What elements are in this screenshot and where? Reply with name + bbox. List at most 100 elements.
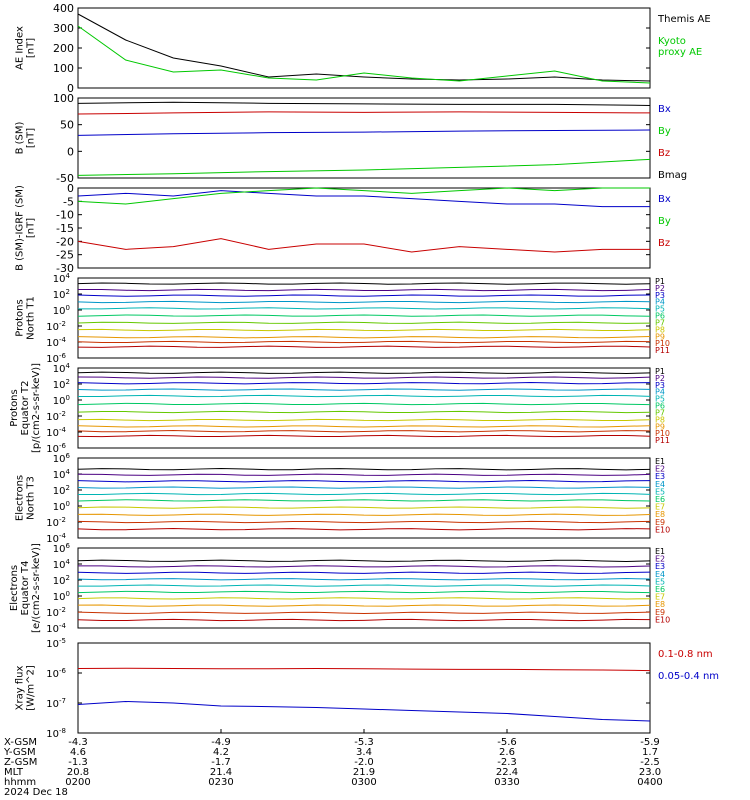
channel-line <box>77 282 651 285</box>
channel-line <box>77 410 651 414</box>
series-line-0.05-0.4-nm <box>77 700 651 722</box>
y-axis-label: B (SM) <box>15 121 26 154</box>
y-tick-label: 10-2 <box>46 516 66 529</box>
series-line-bx <box>77 129 651 136</box>
y-tick-label: 10-4 <box>46 426 66 439</box>
channel-line <box>77 307 651 310</box>
channel-legend: P9 <box>655 422 665 431</box>
x-tick-value: 4.6 <box>70 747 86 758</box>
channel-legend: E10 <box>655 525 670 534</box>
x-tick-value: 0400 <box>637 777 662 788</box>
series-line-by <box>77 158 651 176</box>
channel-legend: E6 <box>655 495 665 504</box>
y-axis-label: B (SM)-IGRF (SM) <box>15 185 26 271</box>
channel-line <box>77 371 651 374</box>
x-tick-value: 0230 <box>208 777 233 788</box>
panel-frame <box>77 457 651 539</box>
y-tick-label: 10-8 <box>46 727 66 740</box>
channel-line <box>77 382 651 385</box>
x-tick-value: -2.3 <box>497 757 517 768</box>
y-tick-label: 10-2 <box>46 320 66 333</box>
channel-line <box>77 376 651 379</box>
channel-legend: E5 <box>655 577 665 586</box>
x-tick-value: 20.8 <box>67 767 89 778</box>
channel-line <box>77 300 651 304</box>
y-tick-label: 100 <box>53 500 70 513</box>
y-axis-label: Electrons <box>15 475 26 521</box>
x-tick-value: -2.5 <box>640 757 660 768</box>
channel-legend: P9 <box>655 332 665 341</box>
channel-legend: P1 <box>655 277 665 286</box>
channel-legend: E7 <box>655 503 665 512</box>
y-tick-label: 102 <box>53 574 70 587</box>
x-tick-value: 0300 <box>351 777 376 788</box>
y-tick-label: 10-7 <box>46 697 66 710</box>
legend-entry: proxy AE <box>658 47 702 58</box>
channel-line <box>77 559 651 562</box>
y-tick-label: -15 <box>56 222 74 235</box>
channel-legend: P6 <box>655 312 665 321</box>
channel-line <box>77 528 651 531</box>
channel-line <box>77 336 651 339</box>
channel-legend: E2 <box>655 555 665 564</box>
y-tick-label: 50 <box>60 119 74 132</box>
legend-entry: Bx <box>658 104 671 115</box>
channel-line <box>77 480 651 483</box>
channel-legend: P3 <box>655 381 665 390</box>
x-tick-value: 1.7 <box>642 747 658 758</box>
y-tick-label: 400 <box>53 2 74 15</box>
y-tick-label: 10-4 <box>46 336 66 349</box>
y-axis-label: AE Index <box>15 26 26 70</box>
channel-legend: P11 <box>655 346 670 355</box>
y-tick-label: 104 <box>53 468 71 481</box>
y-tick-label: 100 <box>53 62 74 75</box>
channel-line <box>77 565 651 568</box>
y-axis-label: Equator T4 <box>20 561 31 616</box>
channel-line <box>77 321 651 324</box>
channel-legend: P5 <box>655 305 665 314</box>
y-tick-label: 102 <box>53 288 70 301</box>
channel-line <box>77 425 651 428</box>
channel-line <box>77 604 651 607</box>
y-tick-label: -10 <box>56 209 74 222</box>
channel-legend: E8 <box>655 510 665 519</box>
channel-line <box>77 584 651 587</box>
channel-legend: P5 <box>655 395 665 404</box>
y-tick-label: 10-6 <box>46 667 66 680</box>
y-axis-label: North T1 <box>26 296 37 340</box>
x-tick-value: 0200 <box>65 777 90 788</box>
channel-legend: P6 <box>655 402 665 411</box>
channel-legend: E9 <box>655 608 665 617</box>
y-tick-label: 104 <box>53 558 71 571</box>
y-tick-label: 200 <box>53 42 74 55</box>
y-tick-label: 100 <box>53 590 70 603</box>
y-tick-label: -50 <box>56 172 74 185</box>
channel-legend: E2 <box>655 465 665 474</box>
channel-line <box>77 402 651 406</box>
x-tick-value: -5.3 <box>354 737 374 748</box>
x-tick-value: 21.4 <box>210 767 232 778</box>
channel-legend: P10 <box>655 429 670 438</box>
y-tick-label: 100 <box>53 92 74 105</box>
x-tick-value: 2.6 <box>499 747 515 758</box>
channel-line <box>77 418 651 422</box>
channel-legend: E1 <box>655 547 665 556</box>
legend-entry: Themis AE <box>657 14 711 25</box>
x-row-label: MLT <box>4 767 24 778</box>
channel-line <box>77 513 651 516</box>
y-tick-label: 106 <box>53 452 71 465</box>
legend-entry: Kyoto <box>658 36 686 47</box>
x-tick-value: -1.7 <box>211 757 231 768</box>
channel-legend: E3 <box>655 562 665 571</box>
channel-line <box>77 345 651 348</box>
channel-legend: E8 <box>655 600 665 609</box>
y-axis-label: [nT] <box>26 38 37 58</box>
x-tick-value: -2.0 <box>354 757 374 768</box>
channel-line <box>77 590 651 594</box>
series-line-bz <box>77 111 651 115</box>
y-tick-label: 10-5 <box>46 637 66 650</box>
panel-frame <box>77 642 651 734</box>
panel-frame <box>77 7 651 89</box>
x-tick-value: 0330 <box>494 777 519 788</box>
